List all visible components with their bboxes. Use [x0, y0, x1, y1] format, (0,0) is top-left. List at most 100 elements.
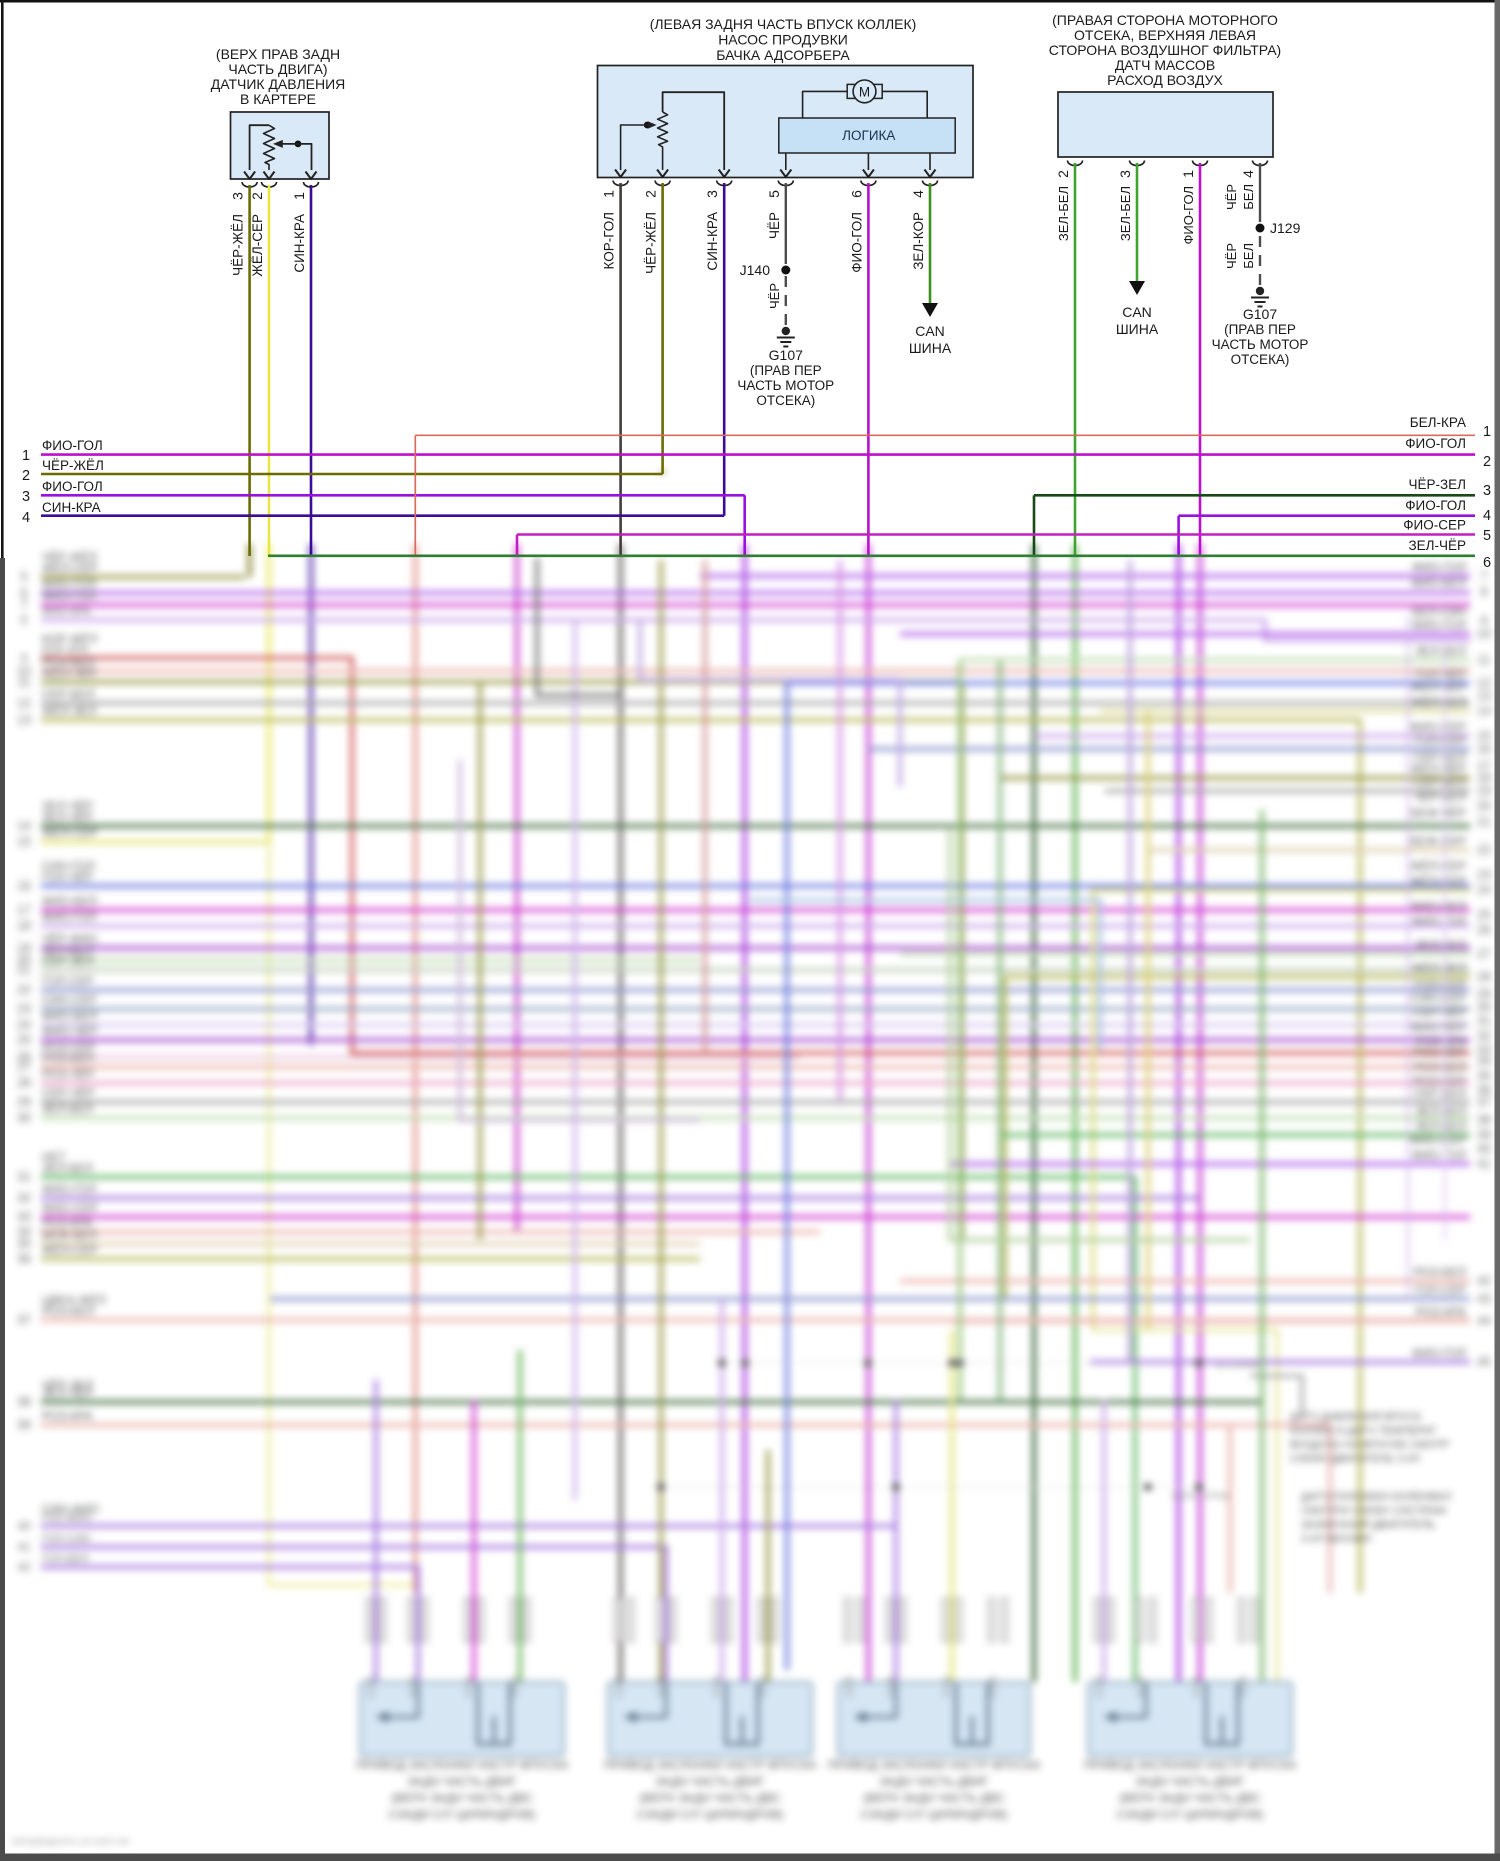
svg-text:СЕР-ЧЁР: СЕР-ЧЁР: [1413, 1005, 1466, 1019]
svg-text:ФИО-СЕР: ФИО-СЕР: [1403, 518, 1466, 533]
svg-text:В КАРТЕРЕ: В КАРТЕРЕ: [240, 91, 316, 107]
svg-text:СЗАДИ С/У ЦИЛИНДРОВ): СЗАДИ С/У ЦИЛИНДРОВ): [388, 1808, 535, 1822]
svg-text:РОЗ-БЕЛ: РОЗ-БЕЛ: [42, 1051, 94, 1065]
svg-text:ЗЕЛ-БЕЛ: ЗЕЛ-БЕЛ: [1415, 938, 1466, 952]
svg-text:КОР-ГОЛ: КОР-ГОЛ: [602, 212, 617, 269]
svg-text:3.0Л БЕНЗИН: 3.0Л БЕНЗИН: [1301, 1533, 1372, 1545]
svg-text:7: 7: [1481, 569, 1488, 583]
svg-text:37: 37: [1477, 1095, 1491, 1109]
svg-text:СИН-КРА: СИН-КРА: [292, 214, 307, 273]
svg-text:ЧАСТЬ ДВИГА): ЧАСТЬ ДВИГА): [228, 61, 327, 77]
svg-text:БЛОК СПРАВ: БЛОК СПРАВ: [1172, 1491, 1229, 1501]
svg-text:СЕР-БЕЛ: СЕР-БЕЛ: [1414, 750, 1466, 764]
svg-text:ЖЁЛ-ЧЁР: ЖЁЛ-ЧЁР: [1411, 680, 1466, 694]
svg-text:РОЗ-КРА: РОЗ-КРА: [42, 1216, 93, 1230]
svg-text:ФИО-ГОЛ: ФИО-ГОЛ: [1405, 498, 1466, 513]
svg-text:45: 45: [1477, 1355, 1491, 1369]
svg-text:ЖЁЛ-СЕР: ЖЁЛ-СЕР: [1410, 874, 1466, 888]
svg-text:10: 10: [17, 664, 31, 678]
svg-text:РОЗ-БЕЛ: РОЗ-БЕЛ: [42, 1304, 94, 1318]
svg-text:ФИО-КРА: ФИО-КРА: [42, 606, 91, 618]
svg-text:ГОЛ-СЕР: ГОЛ-СЕР: [1414, 733, 1466, 747]
svg-text:10: 10: [1477, 627, 1491, 641]
svg-text:ПРИВОД ЗАСЛОНКИ НАСТР ВПУСКА: ПРИВОД ЗАСЛОНКИ НАСТР ВПУСКА: [356, 1758, 569, 1772]
svg-text:КОР-ЖЁЛ: КОР-ЖЁЛ: [42, 632, 97, 646]
svg-text:РОЗ-ЧЁР: РОЗ-ЧЁР: [1414, 1045, 1466, 1059]
svg-text:ВОЗДУХА НА ВПУСКЕ СМОТР: ВОЗДУХА НА ВПУСКЕ СМОТР: [1290, 1439, 1449, 1451]
svg-text:ЧАСТЬ МОТОР: ЧАСТЬ МОТОР: [1212, 337, 1309, 352]
svg-text:РОЗ-БЕЛ: РОЗ-БЕЛ: [42, 655, 94, 669]
svg-text:ЖЁЛ-СЕР: ЖЁЛ-СЕР: [42, 826, 98, 840]
svg-text:3: 3: [704, 190, 720, 198]
svg-text:С105: С105: [844, 1676, 854, 1698]
svg-text:СЕР-ЧЁР: СЕР-ЧЁР: [42, 1086, 95, 1100]
svg-text:27: 27: [1477, 947, 1491, 961]
svg-text:(ВЕРХ ЗАДН ЧАСТЬ ДВС: (ВЕРХ ЗАДН ЧАСТЬ ДВС: [1119, 1791, 1261, 1805]
svg-text:11: 11: [18, 675, 31, 689]
svg-text:2: 2: [1483, 454, 1491, 470]
svg-text:ЖЁЛ-СЕР: ЖЁЛ-СЕР: [1410, 859, 1466, 873]
svg-text:СЗАДИ С/У ЦИЛИНДРОВ): СЗАДИ С/У ЦИЛИНДРОВ): [860, 1808, 1007, 1822]
svg-text:ЗЕЛ-БЕЛ: ЗЕЛ-БЕЛ: [1415, 644, 1466, 658]
svg-text:(ВЕРХ ПРАВ ЗАДН: (ВЕРХ ПРАВ ЗАДН: [216, 46, 340, 62]
svg-text:36: 36: [17, 1252, 31, 1266]
svg-text:13: 13: [17, 713, 31, 727]
svg-text:РОЗ-БЕЛ: РОЗ-БЕЛ: [1414, 1265, 1466, 1279]
svg-text:4: 4: [1483, 508, 1491, 524]
svg-text:40: 40: [17, 1519, 31, 1533]
svg-text:ФИО-БЕЛ: ФИО-БЕЛ: [1411, 899, 1466, 913]
svg-text:ЗЕЛ-БЕЛ: ЗЕЛ-БЕЛ: [1415, 1104, 1466, 1118]
svg-text:CAN: CAN: [915, 323, 945, 339]
svg-text:(ПРАВ ПЕР: (ПРАВ ПЕР: [1224, 322, 1296, 337]
svg-text:14: 14: [1477, 704, 1491, 718]
svg-text:РОЗ-СЕР: РОЗ-СЕР: [1413, 1074, 1466, 1088]
svg-text:J129: J129: [1270, 220, 1301, 236]
svg-text:ФИО-ГОЛ: ФИО-ГОЛ: [42, 589, 96, 603]
svg-text:(ВЕРХ ЗАДН ЧАСТЬ ДВС: (ВЕРХ ЗАДН ЧАСТЬ ДВС: [863, 1791, 1005, 1805]
svg-text:ЧЁР-ЗЕЛ: ЧЁР-ЗЕЛ: [42, 1378, 93, 1392]
svg-text:БЕЛ-СИН: БЕЛ-СИН: [1412, 605, 1466, 619]
svg-text:ЗЕЛ-БЕЛ: ЗЕЛ-БЕЛ: [1056, 186, 1071, 241]
svg-text:43: 43: [1477, 1292, 1491, 1306]
svg-text:КОР-КРА: КОР-КРА: [42, 644, 89, 656]
svg-text:5: 5: [21, 570, 28, 584]
svg-text:19: 19: [17, 941, 31, 955]
svg-text:РАСХОД ВОЗДУХ: РАСХОД ВОЗДУХ: [1107, 72, 1223, 88]
svg-text:24: 24: [1477, 883, 1491, 897]
svg-text:ГОЛ-ФИО: ГОЛ-ФИО: [42, 1512, 92, 1524]
svg-text:С105: С105: [1192, 1676, 1202, 1698]
svg-text:3: 3: [22, 489, 30, 505]
svg-text:С105: С105: [1094, 1676, 1104, 1698]
svg-text:СМОТРИ СХЕМУ СИСТЕМА: СМОТРИ СХЕМУ СИСТЕМА: [1301, 1505, 1447, 1517]
svg-text:38: 38: [1477, 1113, 1491, 1127]
svg-text:РОЗ-КРА: РОЗ-КРА: [1415, 1305, 1466, 1319]
svg-text:ФИО-СЕР: ФИО-СЕР: [1410, 1133, 1466, 1147]
svg-text:1: 1: [291, 192, 307, 200]
svg-text:ЧЁР-ЖЁЛ: ЧЁР-ЖЁЛ: [42, 550, 97, 564]
svg-text:ГОЛ-СЕР: ГОЛ-СЕР: [42, 974, 94, 988]
svg-text:ЗАЖИГАНИЯ ДВИГАТЕЛЬ: ЗАЖИГАНИЯ ДВИГАТЕЛЬ: [1301, 1519, 1435, 1531]
svg-text:(ЛЕВАЯ ЗАДНЯ ЧАСТЬ ВПУСК КОЛЛЕ: (ЛЕВАЯ ЗАДНЯ ЧАСТЬ ВПУСК КОЛЛЕК): [650, 16, 917, 32]
svg-text:СЕР-БЕЛ: СЕР-БЕЛ: [42, 687, 94, 701]
svg-text:36: 36: [1477, 1083, 1491, 1097]
svg-text:18: 18: [1477, 771, 1491, 785]
svg-text:ЦВЕА-ЖЁЛ: ЦВЕА-ЖЁЛ: [42, 1293, 106, 1307]
svg-text:29: 29: [17, 1095, 31, 1109]
svg-text:ФИО-ГОЛ: ФИО-ГОЛ: [42, 577, 96, 591]
svg-text:23: 23: [1477, 868, 1491, 882]
svg-text:2: 2: [1055, 170, 1071, 178]
svg-text:ФИО-ГОЛ: ФИО-ГОЛ: [849, 212, 864, 273]
svg-text:БЕЛ: БЕЛ: [1241, 243, 1256, 269]
svg-text:30: 30: [1477, 1000, 1491, 1014]
svg-text:8: 8: [21, 613, 28, 627]
svg-text:ЗЕЛ-ЧЁР: ЗЕЛ-ЧЁР: [42, 799, 93, 813]
svg-text:С105: С105: [366, 1676, 376, 1698]
svg-text:ЗЕЛ-ЧЁР: ЗЕЛ-ЧЁР: [1408, 538, 1466, 553]
svg-text:ЧЁР: ЧЁР: [1224, 184, 1239, 210]
svg-text:15: 15: [1477, 729, 1491, 743]
svg-text:СЕР-БЕЛ: СЕР-БЕЛ: [1414, 1086, 1466, 1100]
svg-text:ЖЁЛ-СЕР: ЖЁЛ-СЕР: [250, 214, 265, 277]
svg-text:38: 38: [17, 1395, 31, 1409]
svg-text:18: 18: [17, 919, 31, 933]
svg-text:G107: G107: [1243, 306, 1277, 322]
